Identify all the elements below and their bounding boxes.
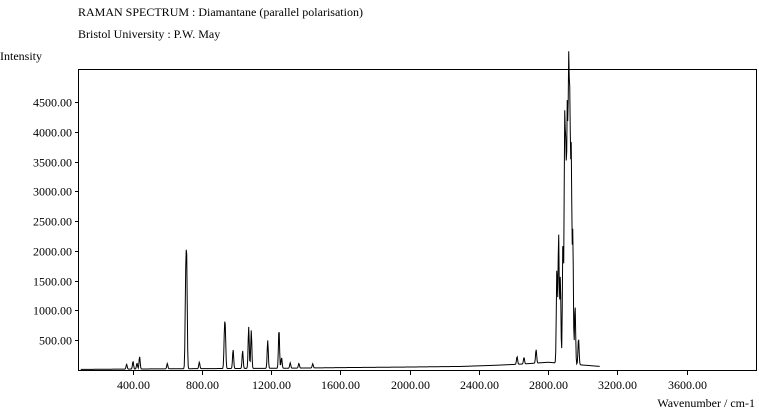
spectrum-line [80, 51, 600, 370]
y-tick-label: 1000.00 [33, 304, 72, 318]
x-tick-label: 2400.00 [460, 378, 499, 392]
y-tick-label: 500.00 [39, 334, 72, 348]
y-tick-label: 2500.00 [33, 215, 72, 229]
x-tick-label: 3200.00 [598, 378, 637, 392]
y-tick-label: 2000.00 [33, 245, 72, 259]
x-tick-label: 2000.00 [391, 378, 430, 392]
x-tick-label: 1200.00 [252, 378, 291, 392]
x-axis-label: Wavenumber / cm-1 [657, 396, 755, 410]
x-tick-label: 1600.00 [321, 378, 360, 392]
chart-subtitle: Bristol University : P.W. May [78, 27, 221, 41]
y-tick-label: 3000.00 [33, 185, 72, 199]
chart-title: RAMAN SPECTRUM : Diamantane (parallel po… [78, 5, 363, 19]
x-tick-label: 400.00 [117, 378, 150, 392]
y-tick-label: 4500.00 [33, 96, 72, 110]
y-axis-ticks: 500.00 1000.00 1500.00 2000.00 2500.00 3000.0… [33, 96, 79, 348]
x-tick-label: 800.00 [186, 378, 219, 392]
plot-frame [78, 69, 757, 371]
y-tick-label: 3500.00 [33, 156, 72, 170]
x-axis-ticks: 400.00 800.00 1200.00 1600.00 2000.00 2400.00… [117, 370, 707, 392]
x-tick-label: 3600.00 [668, 378, 707, 392]
y-tick-label: 1500.00 [33, 275, 72, 289]
x-tick-label: 2800.00 [529, 378, 568, 392]
y-axis-label: Intensity [0, 49, 42, 63]
y-tick-label: 4000.00 [33, 126, 72, 140]
